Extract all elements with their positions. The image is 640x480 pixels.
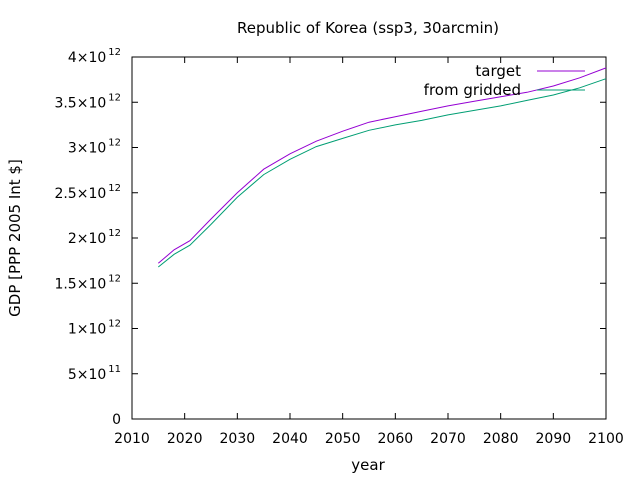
y-tick-mantissa: 2×10 — [68, 231, 106, 247]
y-axis: 05×10 111×10 121.5×10 122×10 122.5×10 123×10 1… — [54, 47, 606, 428]
y-tick-label: 0 — [112, 412, 121, 428]
y-tick-label: 1×10 12 — [68, 319, 121, 338]
y-tick-mantissa: 2.5×10 — [54, 186, 106, 202]
y-tick-mantissa: 1.5×10 — [54, 276, 106, 292]
plot-frame — [131, 56, 607, 420]
y-tick-exponent: 12 — [108, 183, 121, 194]
x-tick-label: 2080 — [483, 431, 519, 447]
y-tick-exponent: 12 — [108, 138, 121, 149]
y-tick-label: 3×10 12 — [68, 138, 121, 157]
x-tick-label: 2050 — [325, 431, 361, 447]
x-tick-label: 2010 — [114, 431, 150, 447]
legend-label: from gridded — [424, 81, 521, 99]
series-line-from-gridded — [157, 78, 607, 268]
legend-label: target — [475, 62, 521, 80]
y-tick-label: 2.5×10 12 — [54, 183, 121, 202]
x-tick-label: 2020 — [167, 431, 203, 447]
x-tick-label: 2100 — [588, 431, 624, 447]
chart-title: Republic of Korea (ssp3, 30arcmin) — [237, 19, 499, 37]
y-tick-exponent: 12 — [108, 273, 121, 284]
y-tick-exponent: 12 — [108, 47, 121, 58]
y-tick-exponent: 12 — [108, 319, 121, 330]
y-tick-label: 1.5×10 12 — [54, 273, 121, 292]
y-tick-mantissa: 3×10 — [68, 141, 106, 157]
y-tick-mantissa: 0 — [112, 412, 121, 428]
y-tick-label: 3.5×10 12 — [54, 92, 121, 111]
y-tick-mantissa: 1×10 — [68, 322, 106, 338]
y-tick-label: 4×10 12 — [68, 47, 121, 66]
y-tick-mantissa: 5×10 — [68, 367, 106, 383]
y-tick-exponent: 11 — [108, 364, 121, 375]
x-axis: 2010 2020 2030 2040 2050 2060 2070 2080 2090 2100 — [114, 57, 624, 447]
x-tick-label: 2040 — [272, 431, 308, 447]
y-tick-exponent: 12 — [108, 92, 121, 103]
y-tick-label: 2×10 12 — [68, 228, 121, 247]
x-axis-title: year — [351, 456, 385, 474]
x-tick-label: 2070 — [430, 431, 466, 447]
x-tick-label: 2060 — [378, 431, 414, 447]
y-tick-exponent: 12 — [108, 228, 121, 239]
plot-lines — [157, 67, 607, 268]
y-tick-mantissa: 4×10 — [68, 50, 106, 66]
series-line-target — [157, 67, 607, 264]
y-tick-label: 5×10 11 — [68, 364, 121, 383]
x-tick-label: 2090 — [536, 431, 572, 447]
y-tick-mantissa: 3.5×10 — [54, 95, 106, 111]
x-tick-label: 2030 — [220, 431, 256, 447]
y-axis-title: GDP [PPP 2005 Int $] — [6, 159, 24, 317]
